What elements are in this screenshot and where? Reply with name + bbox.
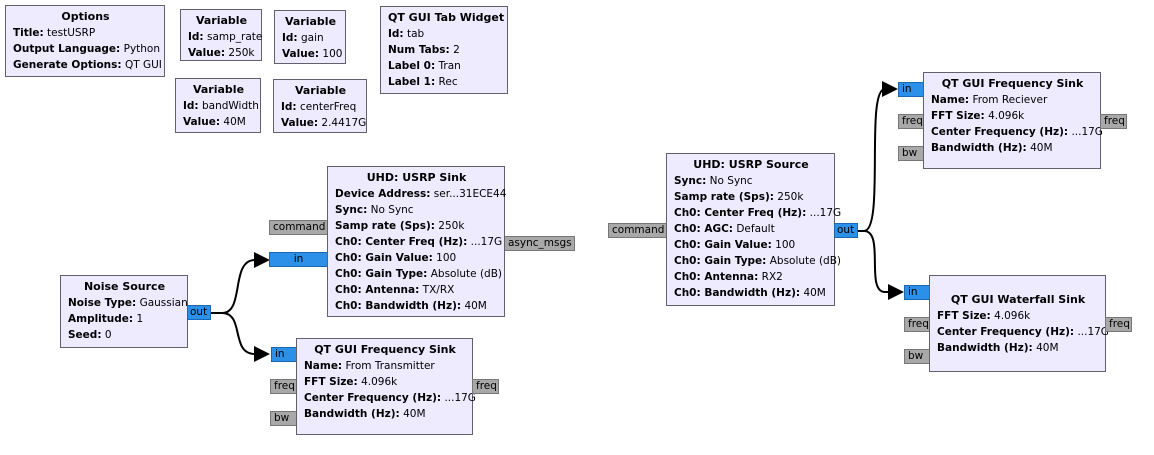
- block-title: QT GUI Tab Widget: [388, 11, 505, 24]
- block-title: UHD: USRP Source: [693, 158, 809, 171]
- block-param: Center Frequency (Hz): ...17G: [931, 126, 1103, 138]
- block-title: Variable: [294, 84, 347, 97]
- wire-noise-to-usrp-sink: [211, 252, 270, 314]
- block-param: Label 1: Rec: [388, 76, 458, 88]
- wire-usrp-source-to-freq-sink-rx: [857, 81, 898, 232]
- freq-sink-tx-freq-out-port[interactable]: freq: [472, 379, 499, 394]
- block-param: Samp rate (Sps): 250k: [335, 220, 465, 232]
- block-param: FFT Size: 4.096k: [931, 110, 1025, 122]
- waterfall-bw-port[interactable]: bw: [904, 349, 930, 364]
- freq-sink-tx-freq-in-port[interactable]: freq: [270, 379, 297, 394]
- block-param: Ch0: Gain Type: Absolute (dB): [674, 255, 842, 267]
- block-param: Samp rate (Sps): 250k: [674, 191, 804, 203]
- block-param: Amplitude: 1: [68, 313, 144, 325]
- block-title: QT GUI Waterfall Sink: [950, 293, 1086, 306]
- freq-sink-rx-freq-out-port[interactable]: freq: [1100, 114, 1127, 129]
- block-param: Seed: 0: [68, 329, 112, 341]
- variable-gain-block[interactable]: Variable Id: gain Value: 100: [274, 10, 346, 64]
- freq-sink-rx-freq-in-port[interactable]: freq: [898, 114, 924, 129]
- block-title: Variable: [192, 83, 245, 96]
- variable-bandwidth-block[interactable]: Variable Id: bandWidth Value: 40M: [175, 78, 261, 133]
- block-param: Bandwidth (Hz): 40M: [937, 342, 1059, 354]
- block-param: Ch0: AGC: Default: [674, 223, 775, 235]
- usrp-sink-in-port[interactable]: in: [269, 252, 328, 267]
- block-param: Value: 40M: [183, 116, 246, 128]
- block-param: Ch0: Center Freq (Hz): ...17G: [674, 207, 842, 219]
- noise-source-block[interactable]: Noise Source Noise Type: Gaussian Amplit…: [60, 275, 188, 348]
- block-param: Value: 100: [282, 48, 343, 60]
- waterfall-sink-block[interactable]: QT GUI Waterfall Sink FFT Size: 4.096k C…: [929, 275, 1109, 372]
- block-param: Name: From Reciever: [931, 94, 1048, 106]
- block-param: Sync: No Sync: [335, 204, 414, 216]
- block-title: QT GUI Frequency Sink: [941, 77, 1084, 90]
- waterfall-freq-out-port[interactable]: freq: [1105, 317, 1132, 332]
- block-param: Generate Options: QT GUI: [13, 59, 162, 71]
- usrp-source-out-port[interactable]: out: [834, 223, 858, 238]
- block-param: FFT Size: 4.096k: [304, 376, 398, 388]
- block-param: Ch0: Antenna: TX/RX: [335, 284, 455, 296]
- block-param: Num Tabs: 2: [388, 44, 460, 56]
- freq-sink-tx-bw-port[interactable]: bw: [270, 411, 297, 426]
- block-param: Bandwidth (Hz): 40M: [304, 408, 426, 420]
- block-param: Bandwidth (Hz): 40M: [931, 142, 1053, 154]
- block-param: Ch0: Center Freq (Hz): ...17G: [335, 236, 503, 248]
- block-param: Device Address: ser...31ECE44: [335, 188, 507, 200]
- usrp-sink-async-msgs-port[interactable]: async_msgs: [504, 236, 575, 251]
- usrp-source-command-port[interactable]: command: [608, 223, 667, 238]
- block-param: Center Frequency (Hz): ...17G: [937, 326, 1109, 338]
- waterfall-freq-in-port[interactable]: freq: [904, 317, 930, 332]
- block-param: Id: bandWidth: [183, 100, 259, 112]
- usrp-sink-command-port[interactable]: command: [269, 220, 328, 235]
- block-param: Ch0: Gain Value: 100: [674, 239, 796, 251]
- waterfall-in-port[interactable]: in: [904, 285, 930, 300]
- wire-usrp-source-to-waterfall: [857, 230, 904, 300]
- freq-sink-rx-block[interactable]: QT GUI Frequency Sink Name: From Recieve…: [923, 72, 1103, 169]
- block-param: Output Language: Python: [13, 43, 161, 55]
- block-param: Value: 2.4417G: [281, 117, 367, 129]
- block-param: Id: gain: [282, 32, 324, 44]
- block-param: Sync: No Sync: [674, 175, 753, 187]
- block-param: Ch0: Gain Value: 100: [335, 252, 457, 264]
- block-param: Title: testUSRP: [13, 27, 96, 39]
- block-title: Noise Source: [83, 280, 166, 293]
- usrp-source-block[interactable]: UHD: USRP Source Sync: No Sync Samp rate…: [666, 153, 842, 306]
- block-title: Options: [61, 10, 110, 23]
- variable-center-freq-block[interactable]: Variable Id: centerFreq Value: 2.4417G: [273, 79, 367, 133]
- freq-sink-tx-in-port[interactable]: in: [271, 347, 297, 362]
- block-param: Ch0: Bandwidth (Hz): 40M: [674, 287, 826, 299]
- block-title: Variable: [195, 14, 248, 27]
- usrp-sink-block[interactable]: UHD: USRP Sink Device Address: ser...31E…: [327, 166, 507, 317]
- block-param: Id: samp_rate: [188, 31, 263, 43]
- block-param: Id: tab: [388, 28, 425, 40]
- tab-widget-block[interactable]: QT GUI Tab Widget Id: tab Num Tabs: 2 La…: [380, 6, 508, 94]
- block-param: Label 0: Tran: [388, 60, 461, 72]
- block-title: QT GUI Frequency Sink: [314, 343, 456, 356]
- block-param: Name: From Transmitter: [304, 360, 435, 372]
- block-param: Ch0: Antenna: RX2: [674, 271, 783, 283]
- options-block[interactable]: Options Title: testUSRP Output Language:…: [5, 5, 165, 77]
- freq-sink-tx-block[interactable]: QT GUI Frequency Sink Name: From Transmi…: [296, 338, 476, 435]
- block-param: FFT Size: 4.096k: [937, 310, 1031, 322]
- freq-sink-rx-bw-port[interactable]: bw: [898, 146, 924, 161]
- block-param: Ch0: Bandwidth (Hz): 40M: [335, 300, 487, 312]
- block-param: Value: 250k: [188, 47, 255, 59]
- block-param: Id: centerFreq: [281, 101, 357, 113]
- block-param: Ch0: Gain Type: Absolute (dB): [335, 268, 503, 280]
- freq-sink-rx-in-port[interactable]: in: [898, 82, 924, 97]
- variable-samp-rate-block[interactable]: Variable Id: samp_rate Value: 250k: [180, 9, 262, 61]
- block-param: Noise Type: Gaussian: [68, 297, 188, 309]
- block-title: Variable: [284, 15, 337, 28]
- block-param: Center Frequency (Hz): ...17G: [304, 392, 476, 404]
- noise-source-out-port[interactable]: out: [187, 305, 211, 320]
- block-title: UHD: USRP Sink: [366, 171, 467, 184]
- wire-noise-to-freq-sink-tx: [211, 312, 270, 362]
